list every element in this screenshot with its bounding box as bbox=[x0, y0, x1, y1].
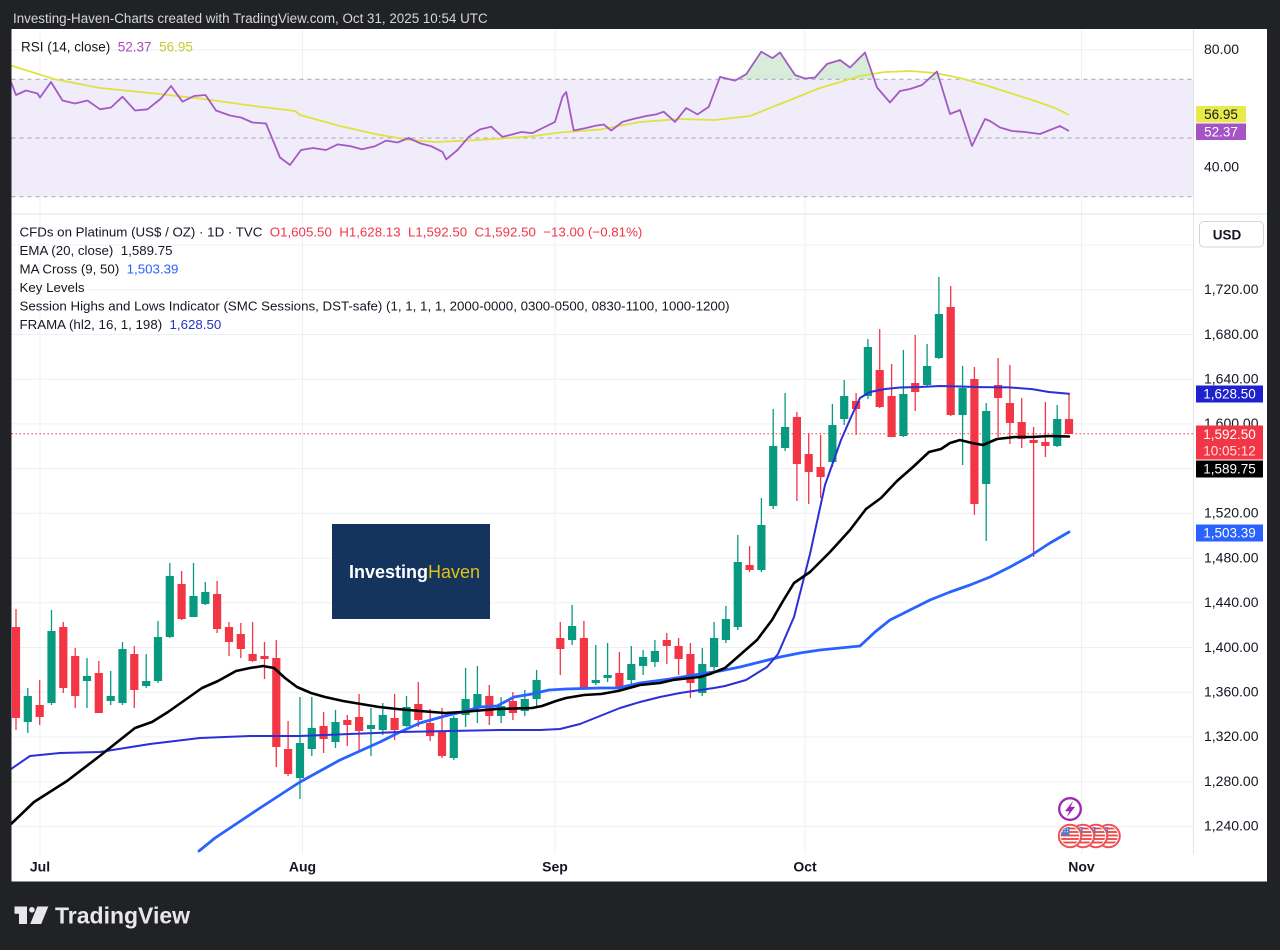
svg-text:1,520.00: 1,520.00 bbox=[1204, 505, 1259, 521]
svg-text:Sep: Sep bbox=[542, 859, 568, 875]
svg-text:80.00: 80.00 bbox=[1204, 41, 1239, 57]
svg-text:56.95: 56.95 bbox=[1204, 107, 1238, 122]
svg-text:1,720.00: 1,720.00 bbox=[1204, 281, 1259, 297]
svg-text:1,360.00: 1,360.00 bbox=[1204, 684, 1259, 700]
svg-text:1,592.50: 1,592.50 bbox=[1203, 427, 1256, 442]
svg-text:52.37: 52.37 bbox=[1204, 125, 1238, 140]
svg-text:USD: USD bbox=[1213, 228, 1242, 243]
svg-text:1,640.00: 1,640.00 bbox=[1204, 371, 1259, 387]
svg-text:Session Highs and Lows Indicat: Session Highs and Lows Indicator (SMC Se… bbox=[20, 299, 730, 314]
svg-text:1,628.50: 1,628.50 bbox=[1203, 387, 1256, 402]
svg-text:Oct: Oct bbox=[793, 859, 817, 875]
svg-text:1,400.00: 1,400.00 bbox=[1204, 639, 1259, 655]
svg-text:Jul: Jul bbox=[30, 859, 50, 875]
svg-text:FRAMA (hl2, 16, 1, 198) 1,628: FRAMA (hl2, 16, 1, 198) 1,628.50 bbox=[20, 317, 222, 332]
svg-text:Aug: Aug bbox=[289, 859, 316, 875]
svg-text:EMA (20, close) 1,589.75: EMA (20, close) 1,589.75 bbox=[20, 243, 173, 258]
svg-text:RSI (14, close) 52.37 56.95: RSI (14, close) 52.37 56.95 bbox=[21, 40, 193, 55]
svg-text:InvestingHaven: InvestingHaven bbox=[349, 562, 480, 582]
svg-text:1,440.00: 1,440.00 bbox=[1204, 594, 1259, 610]
svg-text:MA Cross (9, 50) 1,503.39: MA Cross (9, 50) 1,503.39 bbox=[20, 262, 179, 277]
svg-text:1,240.00: 1,240.00 bbox=[1204, 818, 1259, 834]
svg-text:1,320.00: 1,320.00 bbox=[1204, 728, 1259, 744]
svg-text:10:05:12: 10:05:12 bbox=[1203, 443, 1256, 458]
svg-text:1,680.00: 1,680.00 bbox=[1204, 326, 1259, 342]
svg-text:1,280.00: 1,280.00 bbox=[1204, 773, 1259, 789]
svg-text:1,503.39: 1,503.39 bbox=[1203, 526, 1256, 541]
svg-text:Key Levels: Key Levels bbox=[20, 280, 85, 295]
svg-text:Investing-Haven-Charts created: Investing-Haven-Charts created with Trad… bbox=[13, 11, 488, 26]
svg-text:1,480.00: 1,480.00 bbox=[1204, 549, 1259, 565]
svg-text:40.00: 40.00 bbox=[1204, 159, 1239, 175]
svg-text:CFDs on Platinum (US$ / OZ) ·: CFDs on Platinum (US$ / OZ) · 1D · TVC O… bbox=[20, 225, 643, 240]
svg-text:TradingView: TradingView bbox=[55, 903, 190, 929]
svg-text:1,589.75: 1,589.75 bbox=[1203, 462, 1256, 477]
svg-text:Nov: Nov bbox=[1068, 859, 1095, 875]
